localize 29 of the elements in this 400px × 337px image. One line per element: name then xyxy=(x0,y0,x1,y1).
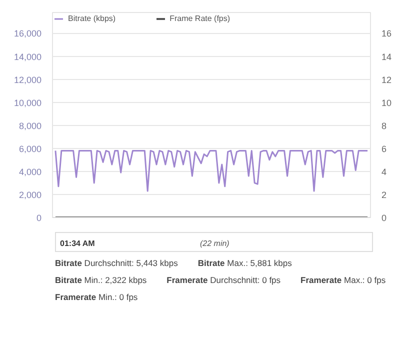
y-tick-label: 16,000 xyxy=(14,28,42,39)
y2-tick-label: 0 xyxy=(382,213,387,223)
y2-tick-label: 12 xyxy=(382,74,392,85)
y-tick-label: 14,000 xyxy=(14,52,42,62)
text: Bitrate Min.: 2,322 kbps xyxy=(55,275,147,286)
text: Bitrate Durchschnitt: 5,443 kbps xyxy=(55,258,178,268)
y2-tick-label: 2 xyxy=(382,190,387,200)
y2-tick-label: 8 xyxy=(382,120,387,131)
text: Bitrate Max.: 5,881 kbps xyxy=(198,258,292,268)
line-series xyxy=(54,150,368,192)
y-tick-label: 10,000 xyxy=(14,98,42,108)
y2-tick-label: 16 xyxy=(382,28,392,39)
y-tick-label: 12,000 xyxy=(14,74,42,85)
text: Framerate Max.: 0 fps xyxy=(300,275,386,286)
y2-tick-label: 10 xyxy=(382,98,392,108)
text: Framerate Durchschnitt: 0 fps xyxy=(166,275,281,286)
y-tick-label: 2,000 xyxy=(18,190,42,200)
y-tick-label: 8,000 xyxy=(18,120,42,131)
y2-tick-label: 4 xyxy=(382,166,387,177)
y2-tick-label: 14 xyxy=(382,52,392,62)
y-tick-label: 6,000 xyxy=(18,144,42,154)
legend-label: Bitrate (kbps) xyxy=(68,14,116,23)
text: (22 min) xyxy=(200,238,230,250)
text: 01:34 AM xyxy=(60,238,95,250)
legend-label: Frame Rate (fps) xyxy=(170,14,230,23)
text: Framerate Min.: 0 fps xyxy=(55,292,138,302)
y-tick-label: 0 xyxy=(36,213,42,223)
y-tick-label: 4,000 xyxy=(18,166,42,177)
y2-tick-label: 6 xyxy=(382,144,387,154)
